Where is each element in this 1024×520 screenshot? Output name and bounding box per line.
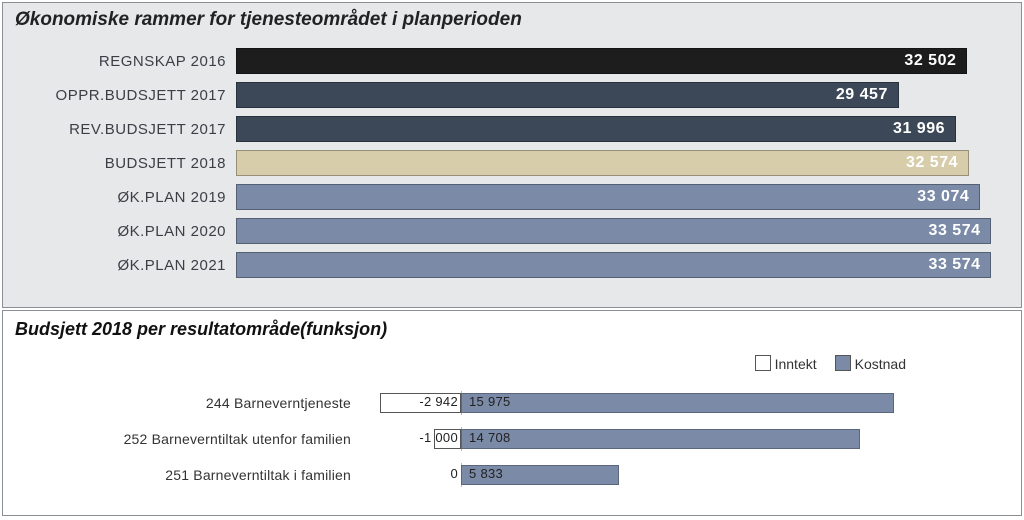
chart1-bar: 33 574 bbox=[236, 252, 991, 278]
chart2-neg-track: 0 bbox=[351, 463, 461, 487]
chart2-row: 252 Barneverntiltak utenfor familien -1 0… bbox=[21, 424, 1003, 454]
chart1-bar-track: 33 574 bbox=[236, 218, 1003, 244]
chart2-row: 251 Barneverntiltak i familien 0 5 833 bbox=[21, 460, 1003, 490]
chart2-pos-track: 15 975 bbox=[461, 391, 1003, 415]
chart1-row: ØK.PLAN 2019 33 074 bbox=[21, 181, 1003, 213]
legend-swatch bbox=[755, 355, 771, 371]
chart1-row-label: ØK.PLAN 2020 bbox=[21, 223, 236, 240]
chart1-bar: 29 457 bbox=[236, 82, 899, 108]
chart2-row: 244 Barneverntjeneste -2 942 15 975 bbox=[21, 388, 1003, 418]
chart-economic-frames: REGNSKAP 2016 32 502 OPPR.BUDSJETT 2017 29 … bbox=[3, 41, 1021, 293]
legend-swatch bbox=[835, 355, 851, 371]
chart1-bar-track: 31 996 bbox=[236, 116, 1003, 142]
chart2-row-label: 252 Barneverntiltak utenfor familien bbox=[21, 431, 351, 447]
chart2-neg-value: 0 bbox=[450, 466, 458, 481]
chart1-row: REGNSKAP 2016 32 502 bbox=[21, 45, 1003, 77]
chart1-row-label: OPPR.BUDSJETT 2017 bbox=[21, 87, 236, 104]
chart2-pos-value: 14 708 bbox=[469, 430, 511, 445]
chart1-row-label: ØK.PLAN 2019 bbox=[21, 189, 236, 206]
chart2-pos-value: 15 975 bbox=[469, 394, 511, 409]
chart1-row: BUDSJETT 2018 32 574 bbox=[21, 147, 1003, 179]
chart1-bar-value: 33 574 bbox=[929, 222, 981, 240]
chart2-neg-value: -2 942 bbox=[419, 394, 458, 409]
chart1-bar: 32 574 bbox=[236, 150, 969, 176]
chart1-row-label: ØK.PLAN 2021 bbox=[21, 257, 236, 274]
legend-label: Kostnad bbox=[855, 356, 906, 372]
chart1-row-label: REV.BUDSJETT 2017 bbox=[21, 121, 236, 138]
chart1-row: ØK.PLAN 2020 33 574 bbox=[21, 215, 1003, 247]
panel2-title: Budsjett 2018 per resultatområde(funksjo… bbox=[3, 311, 1021, 352]
chart1-bar: 33 074 bbox=[236, 184, 980, 210]
chart2-pos-track: 5 833 bbox=[461, 463, 1003, 487]
chart1-bar-value: 32 574 bbox=[906, 154, 958, 172]
chart2-pos-track: 14 708 bbox=[461, 427, 1003, 451]
chart1-bar: 33 574 bbox=[236, 218, 991, 244]
chart1-bar-track: 29 457 bbox=[236, 82, 1003, 108]
chart1-bar-track: 33 574 bbox=[236, 252, 1003, 278]
chart1-bar-value: 33 074 bbox=[917, 188, 969, 206]
chart2-pos-bar bbox=[461, 393, 894, 413]
chart1-bar-value: 31 996 bbox=[893, 120, 945, 138]
chart2-row-label: 244 Barneverntjeneste bbox=[21, 395, 351, 411]
chart1-bar-value: 32 502 bbox=[904, 52, 956, 70]
chart1-bar-track: 32 574 bbox=[236, 150, 1003, 176]
chart2-neg-track: -1 000 bbox=[351, 427, 461, 451]
chart2-pos-value: 5 833 bbox=[469, 466, 503, 481]
panel-economic-frames: Økonomiske rammer for tjenesteområdet i … bbox=[2, 2, 1022, 308]
chart1-bar: 31 996 bbox=[236, 116, 956, 142]
chart2-row-label: 251 Barneverntiltak i familien bbox=[21, 467, 351, 483]
chart1-row: REV.BUDSJETT 2017 31 996 bbox=[21, 113, 1003, 145]
chart1-row: ØK.PLAN 2021 33 574 bbox=[21, 249, 1003, 281]
chart1-row: OPPR.BUDSJETT 2017 29 457 bbox=[21, 79, 1003, 111]
chart1-row-label: BUDSJETT 2018 bbox=[21, 155, 236, 172]
panel1-title: Økonomiske rammer for tjenesteområdet i … bbox=[3, 3, 1021, 41]
chart1-bar-track: 32 502 bbox=[236, 48, 1003, 74]
chart1-bar-value: 29 457 bbox=[836, 86, 888, 104]
chart2-neg-value: -1 000 bbox=[419, 430, 458, 445]
chart-budget-by-function: 244 Barneverntjeneste -2 942 15 975 252 Bar… bbox=[3, 352, 1021, 490]
chart1-bar-value: 33 574 bbox=[929, 256, 981, 274]
chart2-pos-bar bbox=[461, 429, 860, 449]
chart2-neg-track: -2 942 bbox=[351, 391, 461, 415]
legend-item: Kostnad bbox=[835, 355, 906, 372]
panel-budget-by-function: Budsjett 2018 per resultatområde(funksjo… bbox=[2, 310, 1022, 516]
chart1-bar-track: 33 074 bbox=[236, 184, 1003, 210]
legend: Inntekt Kostnad bbox=[755, 355, 906, 372]
chart1-bar: 32 502 bbox=[236, 48, 967, 74]
legend-item: Inntekt bbox=[755, 355, 817, 372]
legend-label: Inntekt bbox=[775, 356, 817, 372]
chart1-row-label: REGNSKAP 2016 bbox=[21, 53, 236, 70]
